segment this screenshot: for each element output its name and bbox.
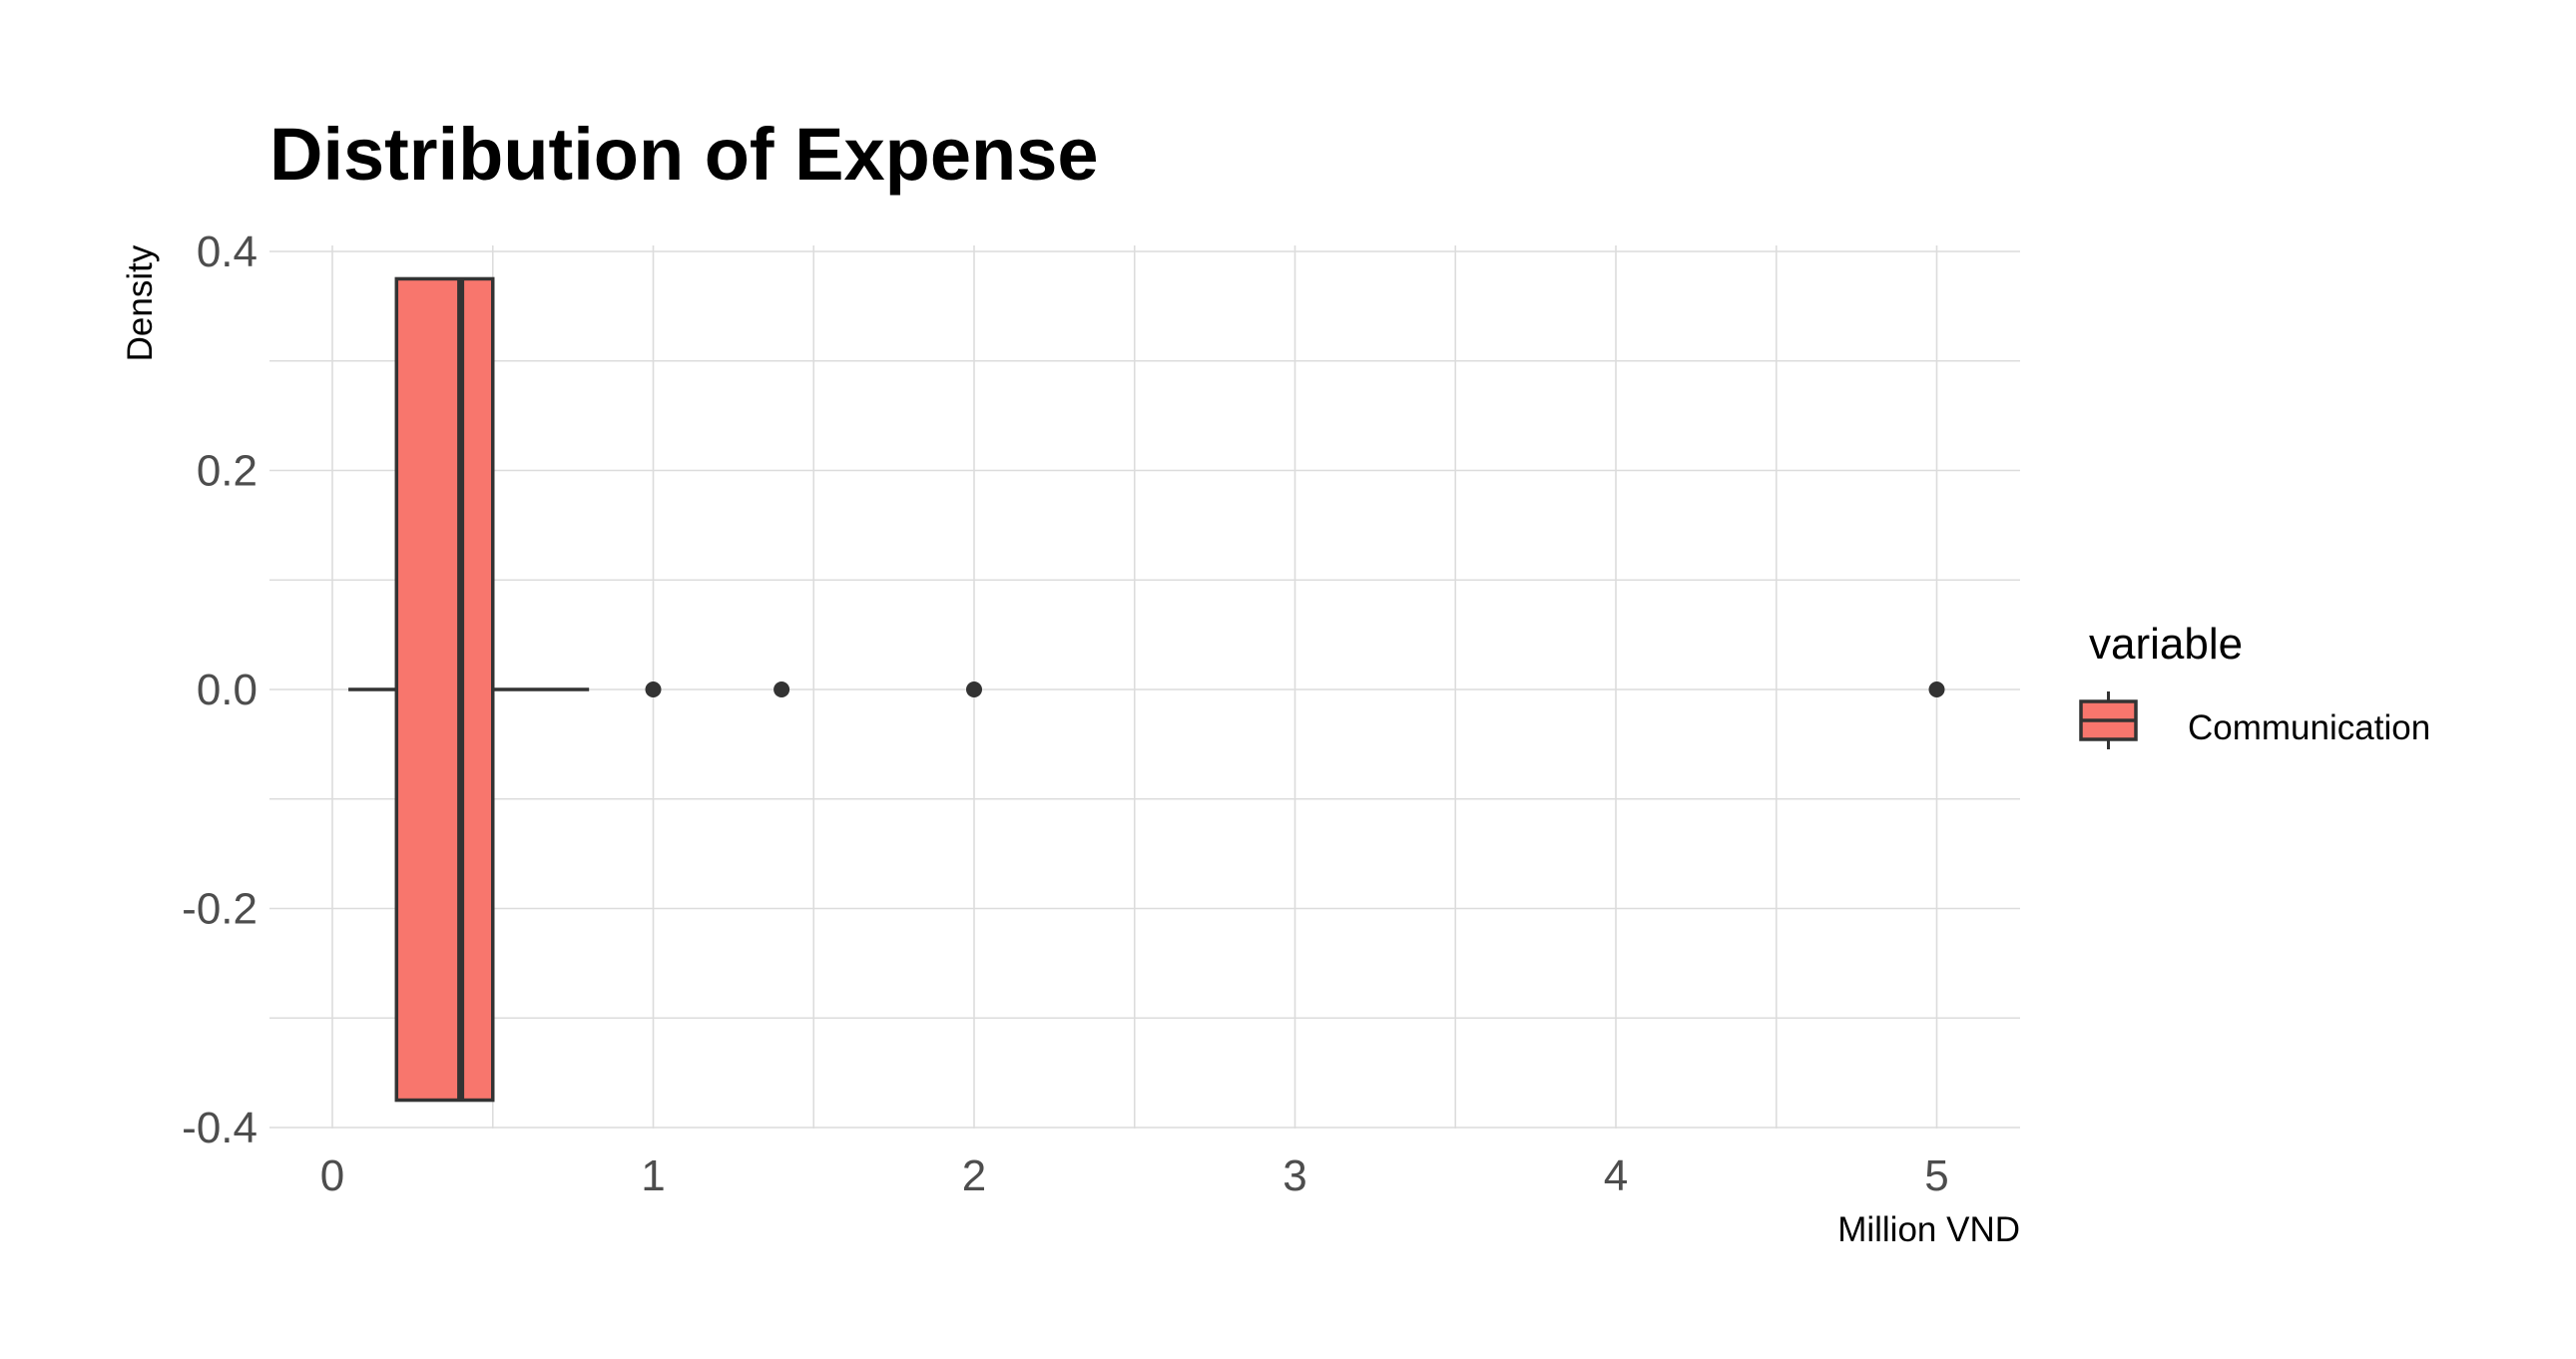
y-tick-label: 0.4 [197, 227, 258, 276]
outlier-point [1928, 681, 1945, 697]
legend-key [2079, 691, 2138, 749]
x-tick-label: 2 [962, 1151, 986, 1200]
legend: variable Communication [2079, 620, 2430, 749]
y-tick-label: 0.0 [197, 666, 258, 714]
y-tick-label: 0.2 [197, 447, 258, 496]
y-tick-label: -0.2 [182, 885, 258, 934]
outlier-point [773, 681, 790, 697]
x-tick-label: 0 [320, 1151, 344, 1200]
x-tick-label: 1 [641, 1151, 665, 1200]
x-axis-title: Million VND [1837, 1210, 2020, 1249]
chart-title: Distribution of Expense [269, 113, 1099, 196]
plot-area [348, 276, 1945, 1103]
x-tick-label: 3 [1283, 1151, 1306, 1200]
legend-label-communication: Communication [2188, 708, 2430, 747]
y-tick-label: -0.4 [182, 1104, 258, 1152]
outlier-point [645, 681, 662, 697]
x-tick-label: 5 [1924, 1151, 1948, 1200]
box-communication [394, 276, 495, 1103]
axes: 0 1 2 3 4 5 -0.4 -0.2 0.0 0.2 0.4 [182, 227, 1949, 1200]
y-axis-title: Density [121, 244, 160, 361]
legend-title: variable [2089, 620, 2243, 669]
x-tick-label: 4 [1604, 1151, 1628, 1200]
grid [269, 245, 2020, 1129]
outlier-point [966, 681, 982, 697]
